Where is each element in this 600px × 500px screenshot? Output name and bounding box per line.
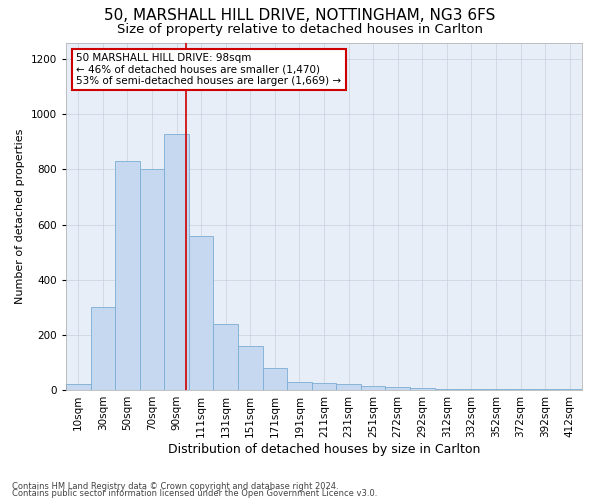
Bar xyxy=(434,388,459,390)
Bar xyxy=(263,368,287,390)
Text: Size of property relative to detached houses in Carlton: Size of property relative to detached ho… xyxy=(117,22,483,36)
Bar xyxy=(361,386,385,390)
Text: 50 MARSHALL HILL DRIVE: 98sqm
← 46% of detached houses are smaller (1,470)
53% o: 50 MARSHALL HILL DRIVE: 98sqm ← 46% of d… xyxy=(76,53,341,86)
Bar xyxy=(189,236,214,390)
X-axis label: Distribution of detached houses by size in Carlton: Distribution of detached houses by size … xyxy=(168,442,480,456)
Bar xyxy=(385,387,410,390)
Bar xyxy=(91,308,115,390)
Bar xyxy=(214,324,238,390)
Text: 50, MARSHALL HILL DRIVE, NOTTINGHAM, NG3 6FS: 50, MARSHALL HILL DRIVE, NOTTINGHAM, NG3… xyxy=(104,8,496,22)
Bar xyxy=(164,134,189,390)
Bar xyxy=(66,384,91,390)
Bar xyxy=(533,389,557,390)
Bar xyxy=(508,389,533,390)
Text: Contains HM Land Registry data © Crown copyright and database right 2024.: Contains HM Land Registry data © Crown c… xyxy=(12,482,338,491)
Bar xyxy=(312,383,336,390)
Bar xyxy=(336,384,361,390)
Bar xyxy=(238,346,263,390)
Text: Contains public sector information licensed under the Open Government Licence v3: Contains public sector information licen… xyxy=(12,490,377,498)
Bar xyxy=(287,382,312,390)
Bar xyxy=(115,161,140,390)
Bar xyxy=(484,389,508,390)
Bar xyxy=(459,388,484,390)
Bar xyxy=(140,170,164,390)
Bar xyxy=(557,389,582,390)
Bar xyxy=(410,388,434,390)
Y-axis label: Number of detached properties: Number of detached properties xyxy=(15,128,25,304)
